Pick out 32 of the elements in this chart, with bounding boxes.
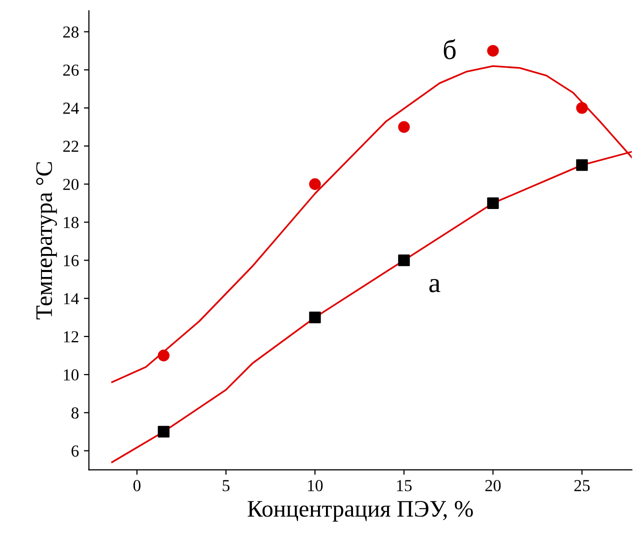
y-tick-label: 24	[63, 102, 79, 114]
point	[487, 197, 499, 210]
point	[309, 312, 321, 324]
y-tick-label: 18	[64, 216, 79, 228]
x-tick-label: 15	[397, 480, 412, 492]
x-tick-label: 10	[308, 480, 323, 492]
y-tick-label: 26	[63, 64, 79, 76]
y-axis-title: Температура °С	[36, 162, 57, 320]
point	[158, 426, 170, 438]
y-tick-label: 12	[64, 331, 78, 342]
point	[309, 178, 321, 190]
point	[398, 254, 410, 266]
y-tick-label: 20	[63, 178, 79, 190]
y-tick-label: 8	[71, 407, 79, 419]
point	[487, 44, 499, 57]
y-tick-label: 10	[64, 369, 79, 381]
x-tick-label: 20	[485, 480, 501, 492]
point	[576, 159, 588, 171]
x-tick-label: 0	[133, 480, 140, 492]
y-tick-label: 28	[63, 26, 79, 38]
x-tick-label: 5	[222, 480, 230, 492]
x-tick-label: 25	[574, 480, 590, 492]
annotation: а	[429, 278, 440, 292]
point	[158, 350, 170, 362]
point	[398, 121, 410, 133]
annotation: б	[444, 39, 456, 60]
y-tick-label: 22	[63, 140, 78, 152]
y-tick-label: 6	[72, 446, 79, 457]
y-tick-label: 14	[64, 293, 79, 304]
x-axis-title: Концентрация ПЭУ, %	[248, 500, 473, 522]
point	[576, 102, 588, 114]
y-tick-label: 16	[64, 255, 79, 266]
